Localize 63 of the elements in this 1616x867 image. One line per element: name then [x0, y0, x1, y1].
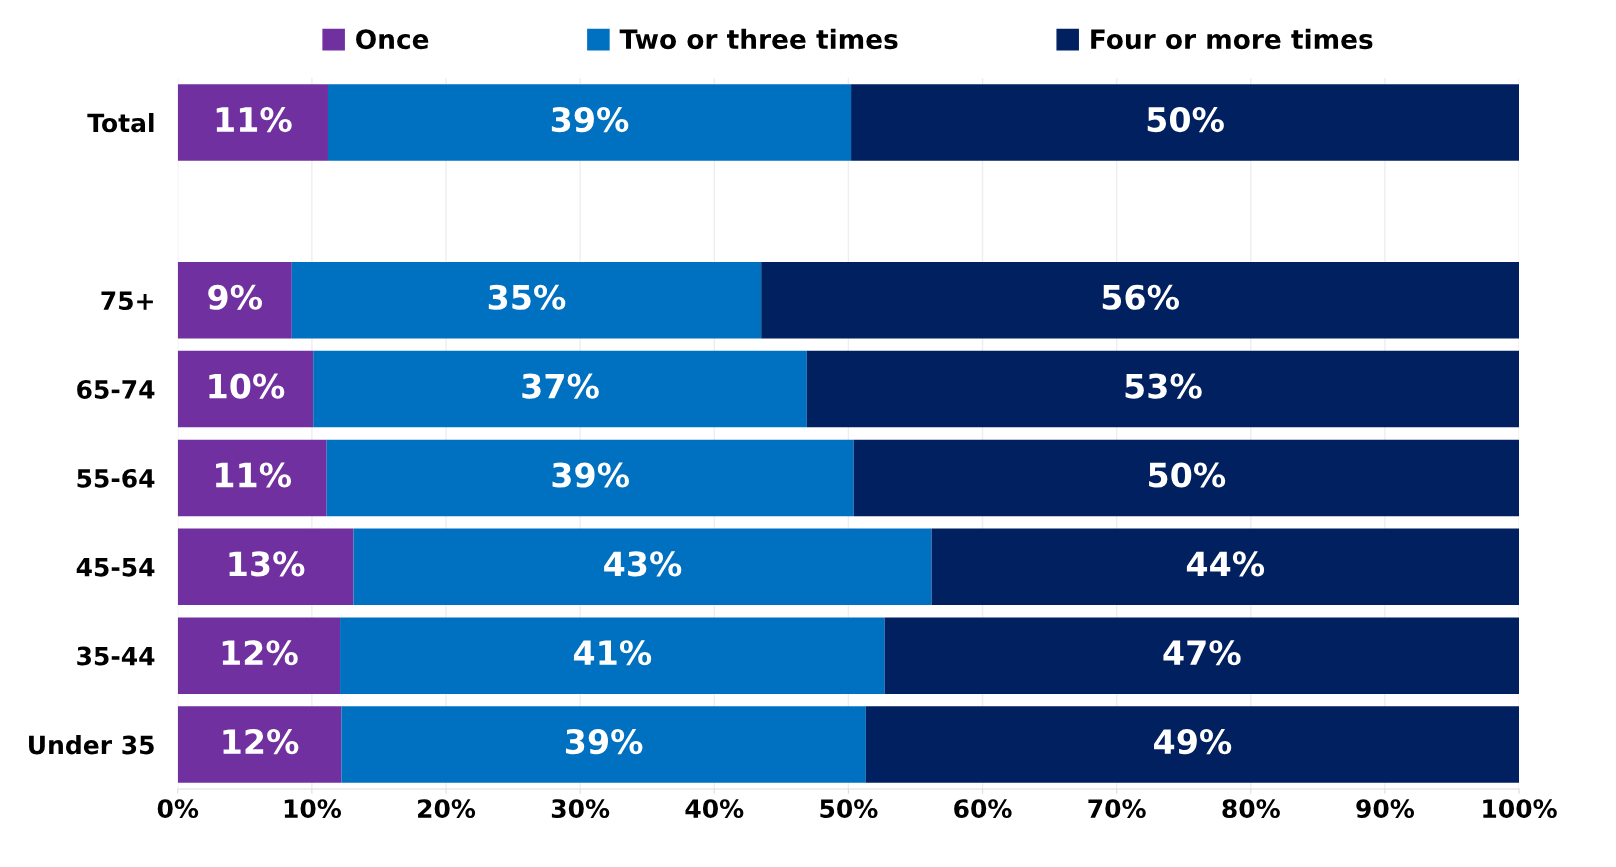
- x-tick-label: 30%: [551, 799, 610, 819]
- y-tick-label: 75+: [101, 291, 153, 311]
- data-label: 9%: [208, 284, 262, 310]
- data-label: 11%: [216, 106, 292, 133]
- bar: [177, 528, 354, 606]
- data-label: 56%: [1102, 284, 1179, 310]
- bar: [177, 261, 292, 339]
- x-tick-label: 50%: [820, 799, 878, 819]
- x-tick-label: 20%: [418, 799, 476, 819]
- x-tick-label: 60%: [954, 799, 1012, 819]
- y-tick-label: Under 35: [29, 735, 154, 755]
- bar: [341, 706, 866, 783]
- x-tick-label: 40%: [685, 799, 744, 819]
- bar: [761, 261, 1520, 339]
- bar: [931, 528, 1520, 606]
- bar: [884, 617, 1520, 694]
- data-label: 13%: [229, 551, 305, 577]
- bar: [313, 350, 807, 428]
- data-label: 12%: [222, 640, 298, 666]
- bar: [177, 84, 328, 161]
- data-label: 35%: [488, 284, 566, 310]
- legend-label: Once: [356, 29, 429, 50]
- legend-label: Two or three times: [619, 28, 898, 50]
- legend-label: Four or more times: [1091, 28, 1373, 50]
- y-tick-label: 35-44: [77, 646, 155, 666]
- data-label: 49%: [1154, 728, 1232, 755]
- data-label: 39%: [565, 728, 643, 755]
- bar: [177, 706, 342, 783]
- data-label: 43%: [604, 551, 682, 577]
- y-tick-label: 45-54: [76, 558, 155, 577]
- bar: [340, 617, 885, 694]
- data-label: 11%: [216, 462, 292, 488]
- bar: [327, 84, 852, 161]
- bar: [851, 84, 1520, 161]
- x-tick-label: 80%: [1222, 799, 1280, 819]
- x-tick-label: 10%: [284, 799, 342, 819]
- bar: [853, 439, 1520, 517]
- bar: [353, 528, 932, 606]
- x-tick-label: 70%: [1088, 799, 1146, 819]
- x-tick-label: 90%: [1356, 799, 1415, 819]
- data-label: 41%: [573, 640, 652, 666]
- x-tick-label: 0%: [157, 799, 199, 819]
- bar: [865, 706, 1520, 783]
- data-label: 39%: [551, 106, 629, 133]
- data-label: 39%: [552, 462, 630, 488]
- bar: [291, 261, 762, 339]
- bar: [326, 439, 854, 517]
- data-label: 47%: [1163, 640, 1241, 666]
- y-tick-label: 55-64: [77, 468, 155, 488]
- data-label: 53%: [1125, 373, 1202, 399]
- bar: [177, 439, 327, 517]
- data-label: 44%: [1186, 551, 1265, 577]
- data-label: 12%: [223, 728, 299, 755]
- bar: [806, 350, 1520, 428]
- data-label: 50%: [1149, 462, 1226, 488]
- y-tick-label: Total: [87, 112, 154, 133]
- bar: [177, 350, 314, 428]
- y-tick-label: 65-74: [77, 380, 155, 399]
- data-label: 50%: [1147, 106, 1224, 133]
- bar: [177, 617, 341, 694]
- data-label: 37%: [522, 373, 599, 399]
- x-tick-label: 100%: [1483, 799, 1557, 819]
- data-label: 10%: [209, 373, 285, 399]
